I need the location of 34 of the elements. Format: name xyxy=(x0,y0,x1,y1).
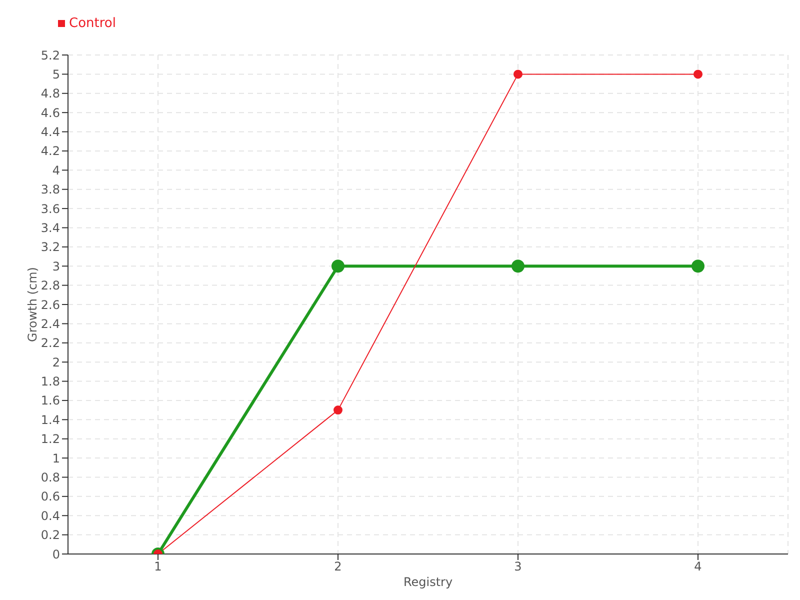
y-tick-label: 2.8 xyxy=(40,278,60,293)
y-tick-label: 4.6 xyxy=(40,106,60,120)
y-tick-label: 0.4 xyxy=(40,508,60,523)
y-tick-label: 2.6 xyxy=(40,298,60,312)
y-tick-label: 1.4 xyxy=(40,412,60,427)
legend-label: Control xyxy=(69,16,116,31)
x-tick-label: 4 xyxy=(694,560,702,574)
y-tick-label: 3.4 xyxy=(40,220,60,235)
y-tick-label: 1.8 xyxy=(40,374,60,389)
y-tick-label: 2.4 xyxy=(40,316,60,331)
x-tick-label: 3 xyxy=(514,560,522,574)
y-axis-title: Growth (cm) xyxy=(25,267,40,342)
y-tick-label: 4.8 xyxy=(40,86,60,101)
y-tick-label: 4.2 xyxy=(40,144,60,158)
x-axis-title: Registry xyxy=(403,575,453,589)
y-tick-label: 4.4 xyxy=(40,125,60,140)
y-tick-label: 4 xyxy=(52,163,60,178)
x-tick-label: 1 xyxy=(154,560,162,574)
y-tick-label: 0.8 xyxy=(40,470,60,484)
y-tick-label: 1.6 xyxy=(40,394,60,408)
y-tick-label: 5 xyxy=(52,67,60,82)
y-tick-label: 3 xyxy=(52,259,60,274)
y-tick-label: 2.2 xyxy=(40,336,60,350)
y-tick-label: 3.6 xyxy=(40,202,60,216)
y-tick-label: 1 xyxy=(52,451,60,466)
y-tick-label: 0.2 xyxy=(40,528,60,542)
y-tick-label: 3.2 xyxy=(40,240,60,254)
y-tick-label: 1.2 xyxy=(40,432,60,446)
y-tick-label: 0.6 xyxy=(40,490,60,504)
y-tick-label: 2 xyxy=(52,355,60,370)
y-tick-label: 3.8 xyxy=(40,182,60,197)
y-tick-label: 5.2 xyxy=(40,48,60,62)
x-tick-label: 2 xyxy=(334,560,342,574)
y-tick-label: 0 xyxy=(52,547,60,562)
